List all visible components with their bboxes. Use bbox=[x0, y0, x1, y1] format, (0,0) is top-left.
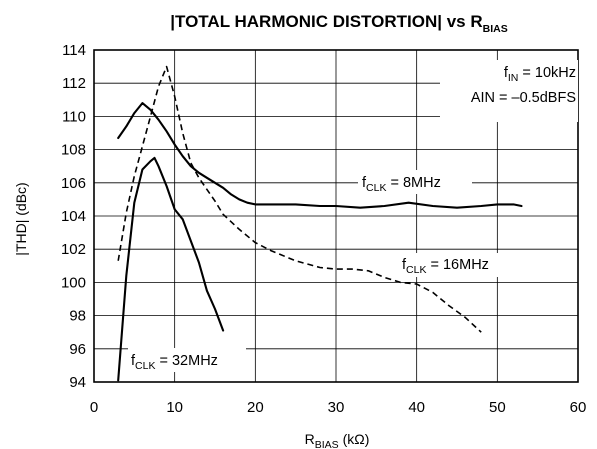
y-tick-label: 108 bbox=[61, 142, 86, 159]
series-label-8mhz: fCLK = 8MHz bbox=[362, 175, 441, 194]
label-16mhz-bg bbox=[398, 253, 518, 277]
x-tick-label: 40 bbox=[408, 399, 425, 416]
series-fclk-32mhz bbox=[117, 156, 225, 382]
y-tick-label: 100 bbox=[61, 274, 86, 291]
y-tick-label: 114 bbox=[62, 42, 86, 59]
series-layer bbox=[117, 65, 523, 382]
x-tick-label: 60 bbox=[570, 399, 587, 416]
y-axis-ticks: 94 96 98 100 102 104 106 108 110 112 114 bbox=[61, 42, 86, 391]
x-axis-ticks: 0 10 20 30 40 50 60 bbox=[90, 399, 587, 416]
series-label-16mhz: fCLK = 16MHz bbox=[402, 257, 489, 276]
x-tick-label: 10 bbox=[166, 399, 183, 416]
series-fclk-16mhz bbox=[117, 65, 482, 333]
y-tick-label: 102 bbox=[61, 241, 86, 258]
y-tick-label: 106 bbox=[61, 175, 86, 192]
series-fclk-8mhz bbox=[117, 102, 523, 209]
condition-box-bg bbox=[440, 60, 578, 122]
x-axis-label: RBIAS (kΩ) bbox=[305, 431, 370, 449]
y-tick-label: 110 bbox=[62, 108, 86, 125]
plot-frame bbox=[93, 49, 579, 383]
y-tick-label: 98 bbox=[69, 308, 86, 325]
series-label-32mhz: fCLK = 32MHz bbox=[131, 353, 218, 372]
x-tick-label: 20 bbox=[247, 399, 264, 416]
y-axis-label: |THD| (dBc) bbox=[13, 182, 29, 255]
y-tick-label: 112 bbox=[62, 75, 86, 92]
y-tick-label: 94 bbox=[69, 374, 86, 391]
x-tick-label: 0 bbox=[90, 399, 98, 416]
condition-annotations: fIN = 10kHz AIN = –0.5dBFS bbox=[440, 60, 578, 122]
x-tick-label: 50 bbox=[489, 399, 506, 416]
label-8mhz-bg bbox=[358, 170, 472, 194]
chart-title: |TOTAL HARMONIC DISTORTION| vs RBIAS bbox=[170, 12, 507, 35]
series-labels: fCLK = 8MHz fCLK = 16MHz fCLK = 32MHz bbox=[128, 170, 518, 372]
label-32mhz-bg bbox=[128, 348, 246, 372]
x-tick-label: 30 bbox=[328, 399, 345, 416]
y-tick-label: 96 bbox=[69, 341, 86, 358]
y-tick-label: 104 bbox=[61, 208, 86, 225]
condition-ain: AIN = –0.5dBFS bbox=[471, 90, 576, 106]
condition-fin: fIN = 10kHz bbox=[504, 65, 576, 84]
